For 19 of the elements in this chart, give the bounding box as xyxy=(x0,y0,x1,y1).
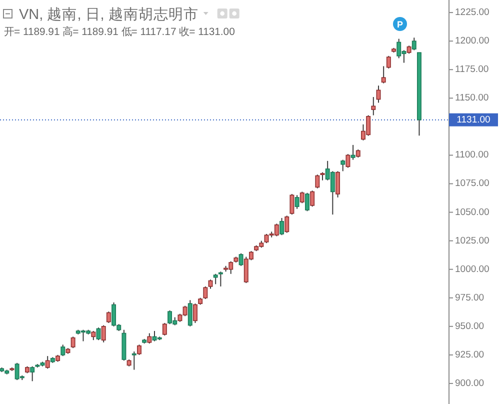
y-tick-label: 1150.00 xyxy=(455,92,489,104)
y-tick-label: 925.00 xyxy=(455,349,484,360)
y-tick-label: 1075.00 xyxy=(455,178,490,190)
annotation: P xyxy=(393,17,407,31)
y-tick-label: 950.00 xyxy=(455,320,484,332)
ref-line-label: 1131.00 xyxy=(456,114,490,126)
annotation: P xyxy=(396,20,404,30)
y-tick-label: 900.00 xyxy=(455,378,484,389)
y-tick-label: 1025.00 xyxy=(455,235,490,246)
ref-label: 1131.00 xyxy=(449,113,498,126)
y-tick-label: 1225.00 xyxy=(455,7,490,18)
y-tick-label: 975.00 xyxy=(455,292,484,304)
y-tick-label: 1175.00 xyxy=(455,64,489,76)
text: 开= 1189.91 高= 1189.91 低= 1117.17 收= 1131.00 xyxy=(4,26,236,38)
y-tick-label: 1050.00 xyxy=(455,206,490,218)
text: VN, 越南, 日, 越南胡志明市 xyxy=(19,6,198,23)
y-tick-label: 1000.00 xyxy=(455,264,490,275)
y-tick-label: 1200.00 xyxy=(455,36,490,47)
y-tick-label: 1100.00 xyxy=(455,150,489,161)
